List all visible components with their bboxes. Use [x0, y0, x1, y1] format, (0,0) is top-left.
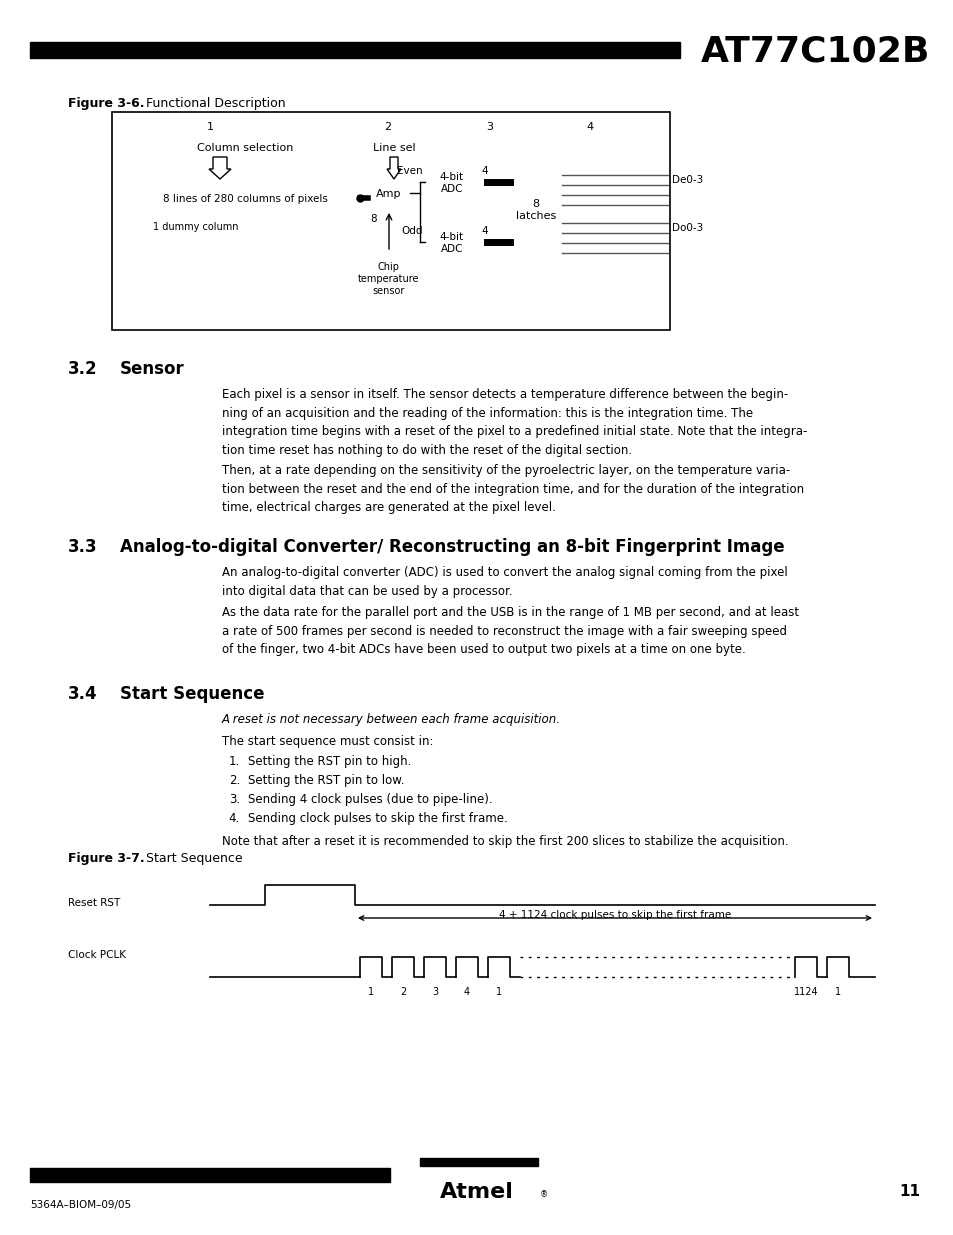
Text: 1: 1 [206, 122, 213, 132]
Text: 2: 2 [384, 122, 391, 132]
Text: An analog-to-digital converter (ADC) is used to convert the analog signal coming: An analog-to-digital converter (ADC) is … [222, 566, 787, 598]
Text: 1: 1 [368, 987, 374, 997]
Text: AT77C102B: AT77C102B [700, 35, 929, 68]
Text: 4-bit
ADC: 4-bit ADC [439, 232, 463, 254]
Bar [424, 224, 478, 261]
Text: Sending clock pulses to skip the first frame.: Sending clock pulses to skip the first f… [248, 811, 507, 825]
Bar [30, 42, 679, 58]
Text: 3: 3 [486, 122, 493, 132]
Text: 3.3: 3.3 [68, 538, 97, 556]
Text: Note that after a reset it is recommended to skip the first 200 slices to stabil: Note that after a reset it is recommende… [222, 835, 788, 848]
Text: As the data rate for the parallel port and the USB is in the range of 1 MB per s: As the data rate for the parallel port a… [222, 606, 799, 656]
FancyArrow shape [209, 157, 231, 179]
Text: 3: 3 [432, 987, 437, 997]
Text: Figure 3-6.: Figure 3-6. [68, 98, 144, 110]
Text: Atmel: Atmel [439, 1182, 514, 1202]
Bar [419, 1158, 537, 1166]
Bar [368, 137, 419, 157]
Bar [357, 252, 419, 303]
Text: Clock PCLK: Clock PCLK [68, 950, 126, 960]
Text: 5364A–BIOM–09/05: 5364A–BIOM–09/05 [30, 1200, 131, 1210]
Text: 3.4: 3.4 [68, 685, 97, 703]
Text: 1: 1 [496, 987, 501, 997]
Bar [30, 1168, 390, 1182]
Text: Start Sequence: Start Sequence [130, 852, 242, 864]
Text: 1124: 1124 [793, 987, 818, 997]
Text: Even: Even [397, 165, 422, 177]
Text: 8: 8 [370, 214, 376, 224]
Text: Reset RST: Reset RST [68, 898, 120, 908]
Text: 3.2: 3.2 [68, 359, 97, 378]
Text: 8
latches: 8 latches [516, 199, 556, 221]
Text: Setting the RST pin to high.: Setting the RST pin to high. [248, 755, 411, 768]
Text: 8 lines of 280 columns of pixels: 8 lines of 280 columns of pixels [162, 194, 327, 204]
Text: 4.: 4. [229, 811, 240, 825]
Text: Start Sequence: Start Sequence [120, 685, 264, 703]
Text: Do0-3: Do0-3 [671, 224, 702, 233]
Text: Column selection: Column selection [196, 143, 293, 153]
FancyArrow shape [387, 157, 400, 179]
Text: 1: 1 [834, 987, 841, 997]
Text: 4: 4 [480, 165, 487, 177]
Text: Figure 3-7.: Figure 3-7. [68, 852, 145, 864]
Text: 3.: 3. [229, 793, 240, 806]
Text: 2.: 2. [229, 774, 240, 787]
Text: A reset is not necessary between each frame acquisition.: A reset is not necessary between each fr… [222, 713, 560, 726]
Text: 4: 4 [586, 122, 593, 132]
Text: Setting the RST pin to low.: Setting the RST pin to low. [248, 774, 404, 787]
Text: The start sequence must consist in:: The start sequence must consist in: [222, 735, 433, 748]
Text: 4-bit
ADC: 4-bit ADC [439, 172, 463, 194]
Text: ®: ® [539, 1191, 548, 1199]
Text: Then, at a rate depending on the sensitivity of the pyroelectric layer, on the t: Then, at a rate depending on the sensiti… [222, 464, 803, 514]
Text: 11: 11 [898, 1184, 919, 1199]
Bar [112, 112, 669, 330]
Bar [510, 156, 561, 263]
Bar [130, 179, 359, 217]
Text: 4: 4 [480, 226, 487, 236]
Text: 1 dummy column: 1 dummy column [153, 222, 238, 232]
Text: 4 + 1124 clock pulses to skip the first frame: 4 + 1124 clock pulses to skip the first … [498, 910, 730, 920]
Bar [130, 137, 359, 157]
Bar [424, 163, 478, 201]
Text: 4: 4 [463, 987, 470, 997]
Text: Analog-to-digital Converter/ Reconstructing an 8-bit Fingerprint Image: Analog-to-digital Converter/ Reconstruct… [120, 538, 783, 556]
Text: De0-3: De0-3 [671, 175, 702, 185]
Text: Line sel: Line sel [373, 143, 415, 153]
Text: Amp: Amp [375, 189, 401, 199]
Text: Sending 4 clock pulses (due to pipe-line).: Sending 4 clock pulses (due to pipe-line… [248, 793, 492, 806]
Text: Sensor: Sensor [120, 359, 185, 378]
Text: Functional Description: Functional Description [130, 98, 285, 110]
Text: 1.: 1. [229, 755, 240, 768]
Bar [368, 175, 410, 210]
Text: Odd: Odd [401, 226, 422, 236]
Text: Each pixel is a sensor in itself. The sensor detects a temperature difference be: Each pixel is a sensor in itself. The se… [222, 388, 806, 457]
Text: Chip
temperature
sensor: Chip temperature sensor [358, 262, 419, 296]
Text: 2: 2 [399, 987, 406, 997]
